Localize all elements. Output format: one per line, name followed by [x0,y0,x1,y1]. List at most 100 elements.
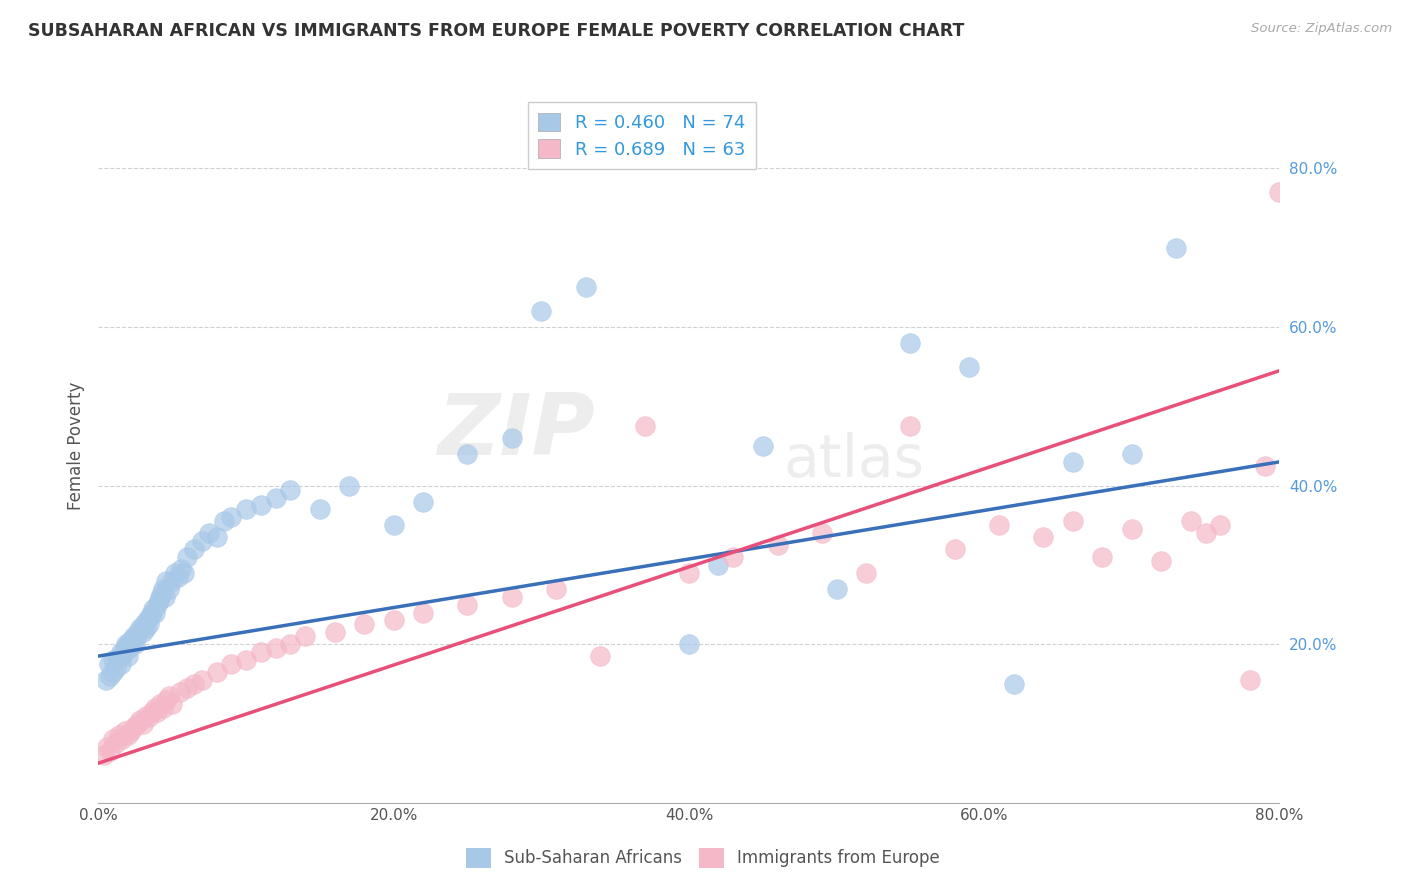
Point [278,483,302,497]
Point [250,645,273,659]
Point [152,582,174,596]
Point [97,657,120,671]
Point [143,700,166,714]
Point [96,740,118,755]
Point [530,304,553,318]
Point [678,566,700,580]
Point [766,538,789,552]
Point [339,478,360,492]
Point [142,601,165,615]
Point [264,641,287,656]
Text: Source: ZipAtlas.com: Source: ZipAtlas.com [1251,22,1392,36]
Point [382,518,405,533]
Point [1268,186,1291,200]
Point [127,625,149,640]
Point [93,748,115,763]
Point [1121,522,1143,536]
Point [157,582,180,596]
Point [264,491,287,505]
Point [323,625,346,640]
Point [125,716,148,731]
Point [235,502,257,516]
Point [107,651,129,665]
Point [1209,518,1232,533]
Point [1032,530,1054,544]
Point [135,621,157,635]
Point [105,736,128,750]
Point [125,629,148,643]
Point [141,705,163,719]
Point [205,665,228,679]
Point [1002,677,1025,691]
Point [128,713,150,727]
Point [157,689,180,703]
Point [1195,526,1218,541]
Point [122,629,145,643]
Point [146,705,169,719]
Point [943,542,966,557]
Point [456,447,478,461]
Point [120,633,142,648]
Point [176,681,198,695]
Point [900,335,922,350]
Point [134,617,156,632]
Point [117,728,139,742]
Point [1062,514,1084,528]
Point [574,280,596,294]
Point [105,661,128,675]
Point [111,649,134,664]
Point [155,692,177,706]
Point [294,629,316,643]
Point [150,585,173,599]
Point [987,518,1010,533]
Point [128,621,150,635]
Point [94,673,117,687]
Point [1121,447,1143,461]
Point [155,574,177,588]
Point [1091,549,1114,564]
Point [141,606,163,620]
Point [1239,673,1261,687]
Point [501,590,523,604]
Point [114,724,136,739]
Point [219,657,242,671]
Point [412,606,434,620]
Point [114,641,136,656]
Point [138,710,160,724]
Point [633,419,655,434]
Point [219,510,242,524]
Point [136,614,159,628]
Point [124,637,146,651]
Point [1254,458,1277,473]
Point [170,562,193,576]
Point [139,609,162,624]
Point [278,637,302,651]
Point [117,637,139,651]
Point [751,439,773,453]
Point [103,653,125,667]
Point [118,641,141,656]
Point [162,697,183,711]
Point [115,637,138,651]
Point [165,566,187,580]
Point [1062,455,1084,469]
Point [353,617,375,632]
Point [108,728,131,742]
Point [723,549,745,564]
Point [117,649,139,664]
Point [153,590,176,604]
Point [132,716,155,731]
Point [162,574,183,588]
Point [103,665,125,679]
Legend: Sub-Saharan Africans, Immigrants from Europe: Sub-Saharan Africans, Immigrants from Eu… [460,841,946,875]
Point [1150,554,1173,568]
Point [250,499,273,513]
Y-axis label: Female Poverty: Female Poverty [67,382,86,510]
Point [112,645,135,659]
Point [900,419,922,434]
Point [138,617,160,632]
Point [546,582,568,596]
Point [382,614,405,628]
Point [959,359,981,374]
Point [183,677,205,691]
